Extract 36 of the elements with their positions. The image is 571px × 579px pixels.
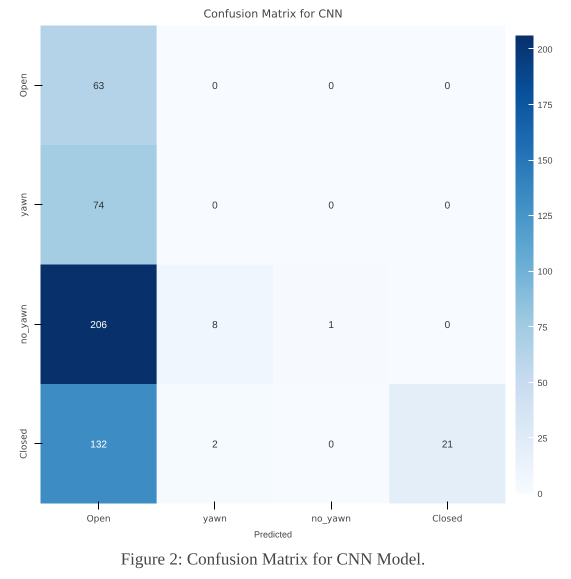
- data-label: 132: [90, 439, 108, 450]
- color-bar-label: 150: [538, 156, 553, 166]
- x-tick-label: Closed: [432, 514, 462, 524]
- x-tick-label: yawn: [202, 514, 227, 524]
- y-tick-label: no_yawn: [20, 304, 30, 344]
- data-label: 8: [212, 320, 218, 331]
- y-tick-label: Open: [20, 73, 30, 98]
- data-label: 74: [93, 200, 105, 212]
- data-label: 0: [328, 200, 334, 212]
- data-label: 0: [328, 439, 334, 450]
- y-tick-label: yawn: [20, 192, 30, 217]
- data-label: 0: [444, 320, 451, 331]
- data-label: 0: [444, 200, 451, 212]
- data-label: 63: [93, 80, 105, 92]
- color-bar-label: 50: [538, 378, 548, 388]
- data-label: 1: [328, 320, 334, 331]
- x-tick-label: Open: [86, 514, 111, 524]
- data-label: 21: [442, 439, 454, 450]
- color-bar-label: 125: [538, 211, 553, 222]
- x-axis-title: Predicted: [254, 530, 292, 540]
- data-label: 0: [444, 80, 451, 92]
- data-label: 0: [212, 200, 218, 212]
- y-tick-label: Closed: [20, 428, 30, 459]
- data-label: 2: [212, 439, 218, 450]
- data-label: 0: [212, 80, 218, 92]
- chart-title: Confusion Matrix for CNN: [203, 8, 343, 20]
- color-bar-label: 100: [538, 266, 553, 277]
- color-bar-label: 25: [538, 433, 548, 444]
- color-bar-label: 0: [538, 489, 543, 499]
- color-bar-label: 175: [538, 100, 553, 110]
- caption: Figure 2: Confusion Matrix for CNN Model.: [120, 550, 426, 568]
- data-label: 206: [90, 320, 108, 331]
- x-tick-label: no_yawn: [311, 514, 351, 524]
- color-bar-label: 75: [538, 322, 548, 332]
- data-label: 0: [328, 80, 334, 92]
- color-bar-label: 200: [538, 44, 553, 54]
